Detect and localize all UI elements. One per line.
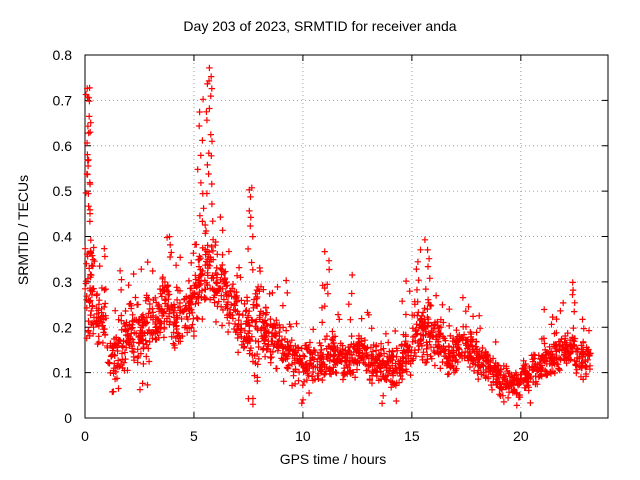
- plot-border: [84, 54, 609, 419]
- x-tick-label: 15: [404, 428, 420, 444]
- srmtid-series: [81, 64, 594, 409]
- x-tick-label: 0: [81, 428, 89, 444]
- x-tick-label: 5: [190, 428, 198, 444]
- y-tick-label: 0.4: [53, 229, 73, 245]
- grid-lines: [85, 55, 608, 418]
- x-tick-label: 10: [295, 428, 311, 444]
- y-tick-label: 0.5: [53, 183, 73, 199]
- scatter-points: [81, 64, 594, 409]
- y-tick-label: 0.1: [53, 365, 73, 381]
- y-tick-label: 0.8: [53, 47, 73, 63]
- y-tick-label: 0.7: [53, 92, 73, 108]
- y-tick-label: 0: [64, 410, 72, 426]
- y-tick-label: 0.3: [53, 274, 73, 290]
- y-tick-label: 0.2: [53, 319, 73, 335]
- chart-title: Day 203 of 2023, SRMTID for receiver and…: [183, 18, 457, 34]
- tick-labels: 0 5 10 15 20 0 0.1 0.2 0.3 0.4 0.5 0.6 0.7 0.8: [53, 47, 529, 444]
- x-tick-label: 20: [513, 428, 529, 444]
- y-tick-label: 0.6: [53, 138, 73, 154]
- x-axis-label: GPS time / hours: [279, 451, 387, 467]
